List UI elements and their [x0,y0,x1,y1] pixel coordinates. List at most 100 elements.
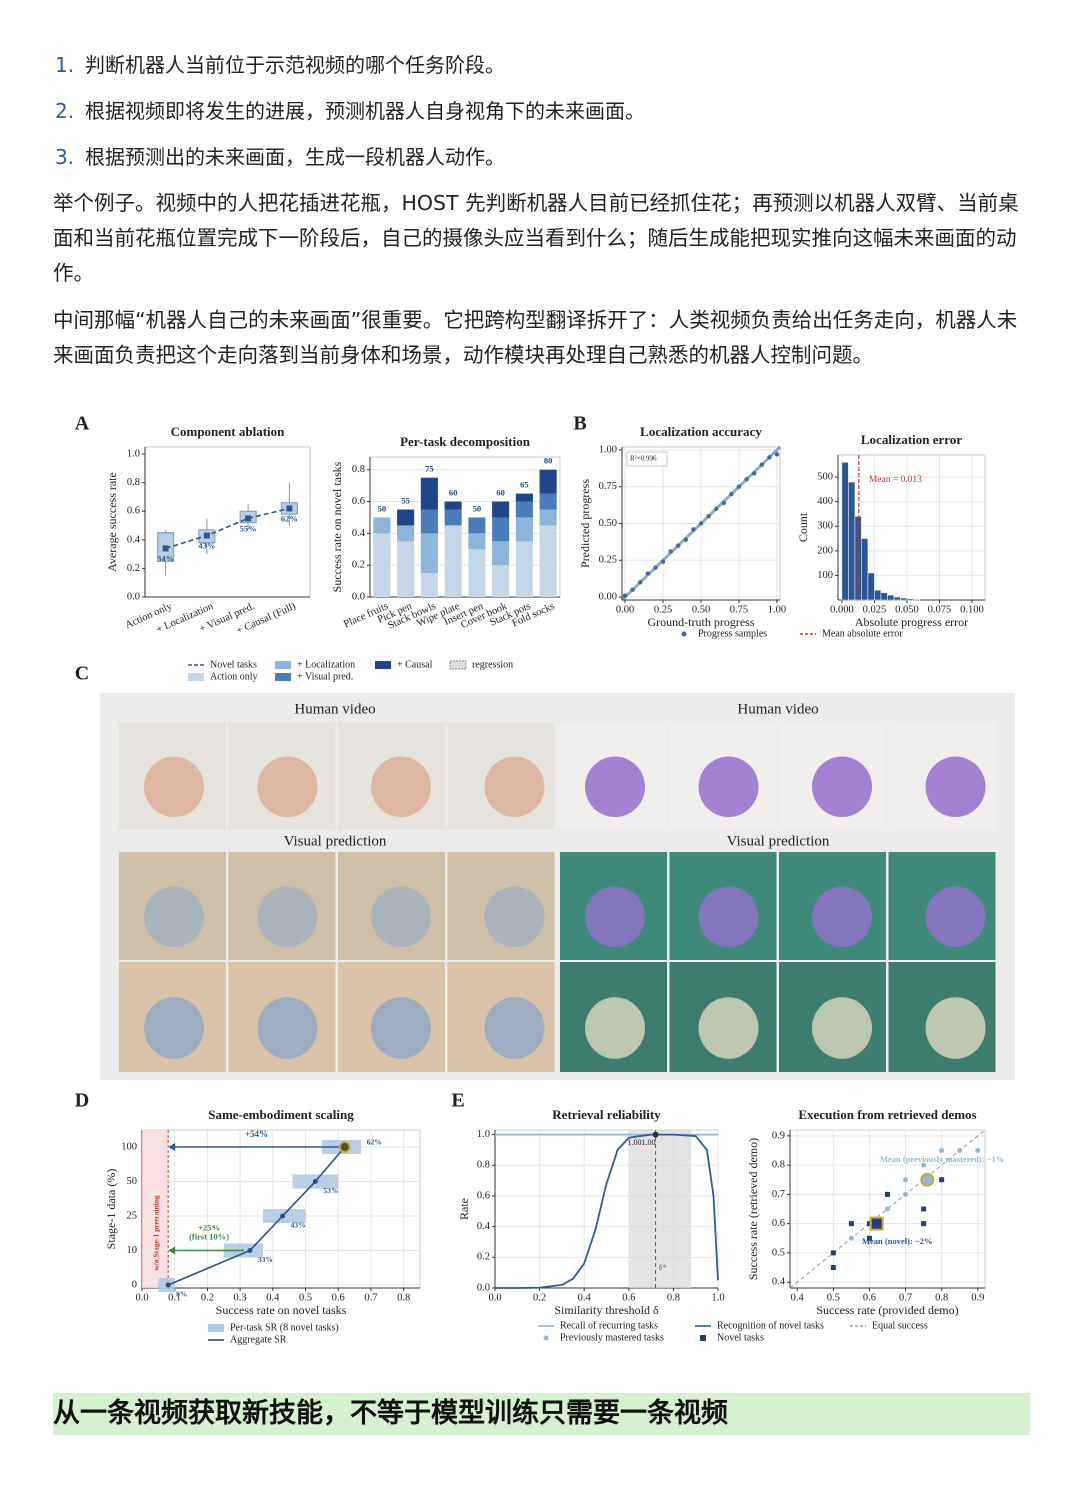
point [660,559,666,564]
data-label: 62% [281,513,298,523]
photo-object [812,886,872,948]
photo-object [925,886,986,948]
bar-segment [515,493,533,502]
chart-title: Execution from retrieved demos [798,1107,976,1122]
bar-segment [420,509,438,534]
data-label: 55 [401,495,410,505]
photo-object [925,997,986,1059]
data-label: 60 [496,487,505,497]
annotation: Mean (previously mastered): −1% [880,1154,1004,1164]
point [767,455,772,460]
paragraph: 举个例子。视频中的人把花插进花瓶，HOST 先判断机器人目前已经抓住花；再预测以… [53,191,1019,285]
point [247,1248,253,1253]
legend-swatch [681,631,687,637]
histogram-bar [900,597,908,601]
y-tick-label: 0.9 [772,1130,785,1141]
point [903,1177,909,1183]
x-tick-label: 0.7 [364,1292,377,1303]
legend-swatch [208,1324,224,1332]
y-tick-label: 500 [817,472,833,483]
legend-label: Novel tasks [717,1332,764,1343]
bar-segment [492,565,510,597]
photo-object [144,886,204,948]
histogram-bar [874,589,882,601]
y-axis-label: Stage-1 data (%) [104,1169,118,1250]
point [751,471,757,476]
x-tick-label: 0.3 [234,1292,247,1303]
x-tick-label: 0.1 [168,1292,181,1303]
annotation: R²=0.996 [630,455,657,463]
point [885,1191,890,1197]
y-tick-label: 0.25 [599,555,617,566]
point [312,1179,318,1184]
y-tick-label: 0.4 [127,534,141,545]
chart-title: Same-embodiment scaling [208,1107,354,1122]
bar-segment [444,501,462,510]
point [713,506,719,511]
x-axis-label: Success rate on novel tasks [216,1303,347,1317]
bar-segment [539,469,557,494]
y-tick-label: 0.0 [477,1282,490,1293]
y-tick-label: 0.6 [127,506,140,517]
legend-label: + Causal [397,659,433,670]
y-tick-label: 0.7 [772,1189,785,1200]
legend-swatch [449,660,467,670]
point [921,1162,927,1168]
list-text: 根据预测出的未来画面，生成一段机器人动作。 [85,145,505,169]
photo-title: Human video [737,701,818,717]
x-axis-label: Similarity threshold δ [554,1303,659,1317]
x-tick-label: 0.5 [299,1292,312,1303]
legend-label: regression [472,659,513,670]
histogram-bar [906,598,914,601]
data-label: 8% [176,1290,187,1299]
y-tick-label: 0.8 [352,464,365,475]
x-tick-label: 0.8 [935,1292,948,1303]
legend-label: Recall of recurring tasks [560,1320,658,1331]
data-label: 75 [425,464,434,474]
panel-label: D [75,1090,89,1112]
bar-segment [515,541,533,597]
photo-object [698,756,759,818]
x-axis-label: Success rate (provided demo) [816,1303,958,1317]
legend-label: Recognition of novel tasks [717,1320,824,1331]
data-label: 53% [323,1186,338,1195]
y-tick-label: 100 [121,1141,137,1152]
point [885,1206,890,1212]
point [921,1221,927,1227]
bar-segment [397,541,415,597]
x-tick-label: 1.00 [768,604,786,615]
photo-object [144,997,204,1059]
bar-segment [468,533,486,550]
chart-title: Localization accuracy [640,424,762,439]
x-tick-label: 0.6 [332,1292,345,1303]
photo-title: Visual prediction [727,833,830,849]
photo-object [257,756,318,818]
point [165,1282,171,1288]
y-tick-label: 0.4 [352,528,366,539]
annotation: δ* [659,1263,667,1272]
data-label: 80 [544,456,553,466]
y-tick-label: 0.6 [772,1218,785,1229]
x-tick-label: 0.8 [667,1292,680,1303]
point [638,580,643,585]
y-tick-label: 25 [127,1210,138,1221]
bar-segment [373,517,391,534]
legend-swatch [543,1335,549,1341]
point [848,1235,854,1241]
point [653,565,658,570]
y-tick-label: 0 [132,1279,137,1290]
threshold-band [628,1130,692,1288]
x-tick-label: 0.9 [971,1292,984,1303]
photo-object [257,997,318,1059]
bar-segment [492,541,510,566]
bar-segment [420,477,438,510]
x-tick-label: 0.2 [533,1292,546,1303]
y-tick-label: 0.2 [352,560,365,571]
histogram-bar [913,599,921,601]
data-label: 34% [157,553,174,563]
photo-object [371,886,431,948]
y-tick-label: 1.0 [127,449,140,460]
y-tick-label: 200 [817,545,833,556]
legend-label: Action only [210,671,258,682]
